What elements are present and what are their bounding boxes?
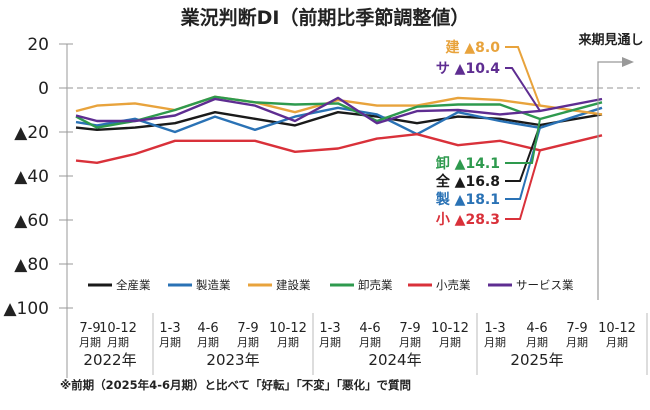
y-tick-label: ▲60	[14, 211, 49, 231]
y-tick-label: ▲80	[14, 255, 49, 275]
callout-label: サ ▲10.4	[436, 61, 500, 77]
legend-label: 製造業	[196, 278, 231, 292]
callout-leader	[505, 46, 541, 106]
year-label: 2023年	[206, 351, 259, 369]
legend-label: 全産業	[116, 278, 151, 292]
callout-leader	[505, 124, 541, 182]
forecast-line	[597, 61, 625, 300]
x-tick-unit: 月期	[566, 336, 588, 349]
x-tick-unit: 月期	[526, 336, 548, 349]
axes: 200▲20▲40▲60▲80▲1007-9月期10-12月期1-3月期4-6月…	[3, 35, 648, 378]
x-tick-label: 7-9	[79, 321, 100, 336]
x-tick-unit: 月期	[277, 336, 299, 349]
callout-leader	[505, 118, 541, 164]
x-tick-unit: 月期	[237, 336, 259, 349]
arrow-icon	[622, 57, 634, 67]
x-tick-unit: 月期	[399, 336, 421, 349]
series-line-5	[75, 96, 603, 125]
legend-label: 建設業	[276, 278, 311, 292]
x-tick-unit: 月期	[107, 336, 129, 349]
x-tick-label: 7-9	[399, 321, 420, 336]
x-tick-unit: 月期	[606, 336, 628, 349]
x-tick-label: 4-6	[197, 321, 218, 336]
x-tick-label: 7-9	[237, 321, 258, 336]
series-line-4	[75, 132, 603, 165]
x-tick-unit: 月期	[197, 336, 219, 349]
callout-label: 建 ▲8.0	[446, 39, 501, 56]
callout-leader	[505, 150, 541, 220]
legend-label: サービス業	[516, 278, 574, 292]
legend-label: 卸売業	[358, 278, 393, 292]
x-tick-label: 4-6	[526, 321, 547, 336]
callout-label: 小 ▲28.3	[436, 212, 500, 228]
footnote: ※前期（2025年4-6月期）と比べて「好転」「不変」「悪化」で質問	[60, 378, 411, 392]
year-label: 2022年	[83, 351, 136, 369]
callout-label: 製 ▲18.1	[435, 191, 500, 208]
legend-label: 小売業	[436, 278, 471, 292]
x-tick-label: 4-6	[359, 321, 380, 336]
x-tick-label: 10-12	[269, 321, 307, 336]
x-tick-unit: 月期	[319, 336, 341, 349]
forecast-annotation: 来期見通し	[577, 32, 644, 300]
y-tick-label: 0	[38, 79, 49, 99]
x-tick-label: 10-12	[598, 321, 636, 336]
y-tick-label: ▲20	[14, 123, 49, 143]
x-tick-label: 1-3	[319, 321, 340, 336]
x-tick-unit: 月期	[159, 336, 181, 349]
y-tick-label: ▲100	[3, 299, 49, 319]
x-tick-unit: 月期	[439, 336, 461, 349]
x-tick-label: 1-3	[159, 321, 180, 336]
callout-label: 卸 ▲14.1	[436, 155, 500, 172]
x-tick-unit: 月期	[359, 336, 381, 349]
callouts: 全 ▲16.8製 ▲18.1 建 ▲8.0 卸 ▲14.1 小 ▲28.3 サ ▲10.…	[435, 39, 541, 228]
x-tick-label: 1-3	[484, 321, 505, 336]
chart-title: 業況判断DI（前期比季節調整値）	[180, 6, 470, 29]
year-label: 2025年	[510, 351, 563, 369]
y-tick-label: ▲40	[14, 167, 49, 187]
x-tick-unit: 月期	[79, 336, 101, 349]
legend: 全産業 製造業 建設業 卸売業 小売業 サービス業	[88, 278, 574, 292]
x-tick-label: 10-12	[99, 321, 137, 336]
year-label: 2024年	[368, 351, 421, 369]
callout-leader	[505, 67, 541, 112]
callout-label: 全 ▲16.8	[435, 173, 500, 190]
x-tick-unit: 月期	[484, 336, 506, 349]
x-tick-label: 7-9	[566, 321, 587, 336]
forecast-label: 来期見通し	[577, 32, 643, 48]
x-tick-label: 10-12	[431, 321, 469, 336]
y-tick-label: 20	[27, 35, 49, 55]
series-lines	[75, 95, 603, 165]
series-line-2	[75, 95, 603, 116]
